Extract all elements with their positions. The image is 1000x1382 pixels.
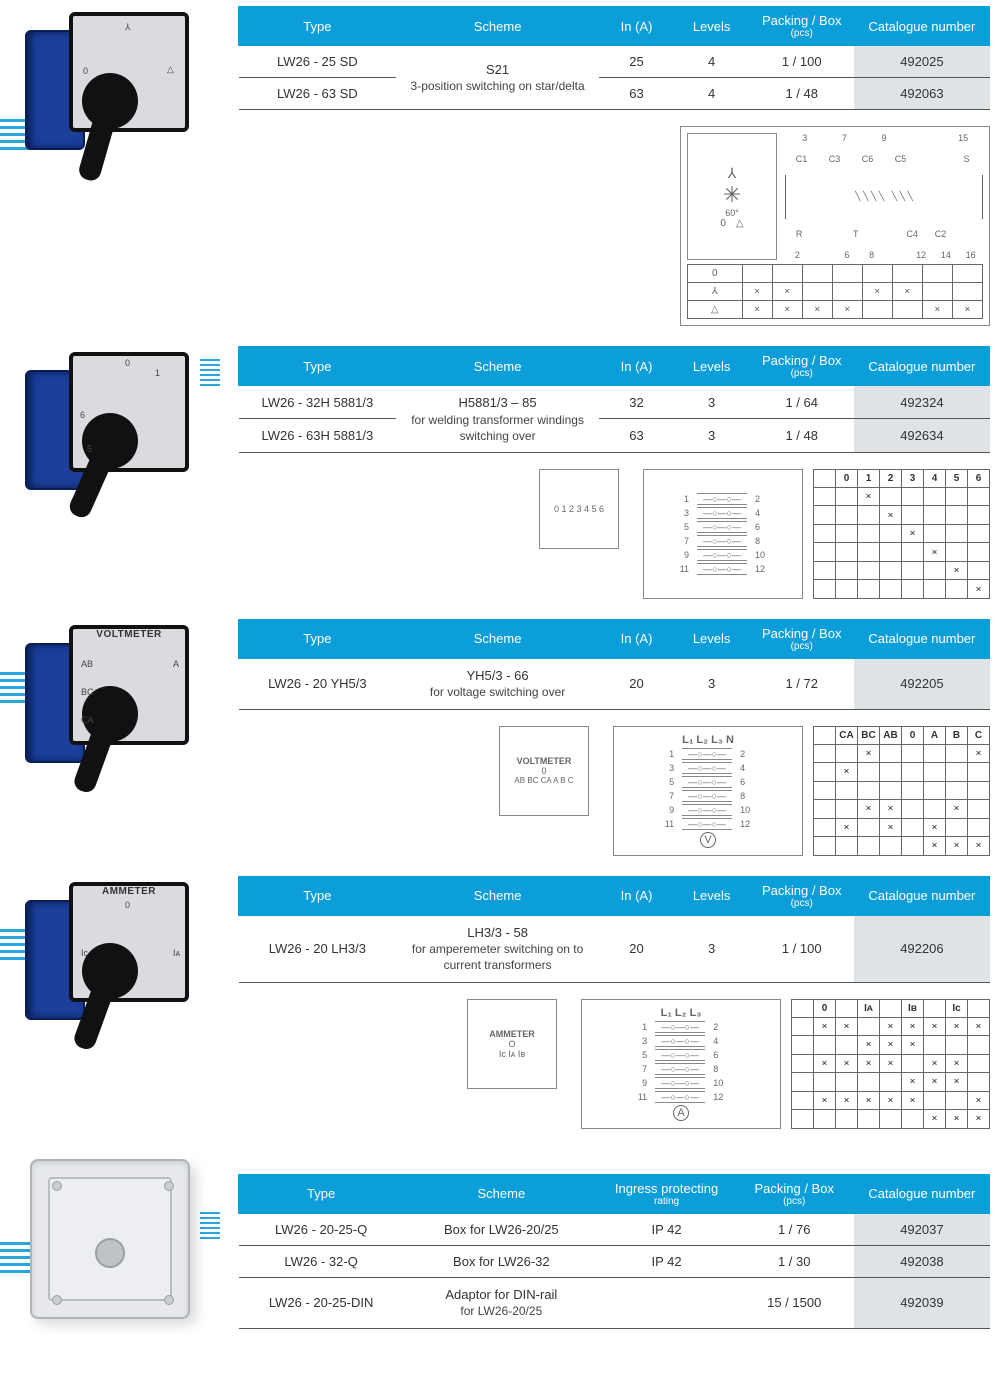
th-in: In (A) bbox=[599, 7, 674, 46]
section-ammeter: AMMETER 0 Iᴄ Iᴀ Type Scheme In (A) Level… bbox=[0, 876, 990, 1129]
diagram-welding: 0 1 2 3 4 5 6 1—○—○—23—○—○—45—○—○—67—○—○… bbox=[238, 469, 990, 599]
table-row: LW26 - 63 SD 634 1 / 48492063 bbox=[239, 78, 990, 110]
table-row: LW26 - 20-25-DIN Adaptor for DIN-railfor… bbox=[239, 1277, 990, 1328]
device-image-star-delta: 0 ⅄ △ bbox=[25, 6, 195, 196]
th-type: Type bbox=[239, 7, 397, 46]
diagram-voltmeter: VOLTMETER 0 AB BC CA A B C L₁ L₂ L₃ N 1—… bbox=[238, 726, 990, 856]
th-cat: Catalogue number bbox=[854, 7, 989, 46]
page: 0 ⅄ △ Type Scheme In (A) Levels Packing … bbox=[0, 0, 1000, 1349]
th-levels: Levels bbox=[674, 7, 749, 46]
table-ammeter: Type Scheme In (A) Levels Packing / Box(… bbox=[238, 876, 990, 983]
section-box: Type Scheme Ingress protectingrating Pac… bbox=[0, 1149, 990, 1329]
th-pack: Packing / Box(pcs) bbox=[749, 7, 854, 46]
device-image-voltmeter: VOLTMETER AB BC CA A bbox=[25, 619, 195, 809]
table-welding: Type Scheme In (A) Levels Packing / Box(… bbox=[238, 346, 990, 453]
device-image-welding: 0 1 6 5 bbox=[25, 346, 195, 536]
device-image-ammeter: AMMETER 0 Iᴄ Iᴀ bbox=[25, 876, 195, 1066]
th-scheme: Scheme bbox=[396, 7, 599, 46]
table-row: LW26 - 32H 5881/3 H5881/3 – 85for weldin… bbox=[239, 386, 990, 419]
table-row: LW26 - 20 YH5/3 YH5/3 - 66for voltage sw… bbox=[239, 658, 990, 709]
diagram-star-delta: ⅄ ✳ 60° 0△ 379 15 C1C3C6C5 S ╲ ╲ ╲ ╲ ╲ ╲… bbox=[238, 126, 990, 326]
table-star-delta: Type Scheme In (A) Levels Packing / Box(… bbox=[238, 6, 990, 110]
table-row: LW26 - 63H 5881/3 633 1 / 48492634 bbox=[239, 419, 990, 452]
table-row: LW26 - 20 LH3/3 LH3/3 - 58for amperemete… bbox=[239, 915, 990, 982]
section-voltmeter: VOLTMETER AB BC CA A Type Scheme In (A) … bbox=[0, 619, 990, 856]
diagram-ammeter: AMMETER O Iᴄ Iᴀ Iʙ L₁ L₂ L₃ 1—○—○—23—○—○… bbox=[238, 999, 990, 1129]
table-box: Type Scheme Ingress protectingrating Pac… bbox=[238, 1174, 990, 1329]
table-row: LW26 - 32-QBox for LW26-32 IP 421 / 3049… bbox=[239, 1245, 990, 1277]
table-voltmeter: Type Scheme In (A) Levels Packing / Box(… bbox=[238, 619, 990, 710]
device-image-box bbox=[20, 1149, 200, 1329]
section-welding: 0 1 6 5 Type Scheme In (A) Levels Packin… bbox=[0, 346, 990, 599]
section-star-delta: 0 ⅄ △ Type Scheme In (A) Levels Packing … bbox=[0, 6, 990, 326]
table-row: LW26 - 20-25-QBox for LW26-20/25 IP 421 … bbox=[239, 1213, 990, 1245]
table-row: LW26 - 25 SD S213-position switching on … bbox=[239, 46, 990, 78]
